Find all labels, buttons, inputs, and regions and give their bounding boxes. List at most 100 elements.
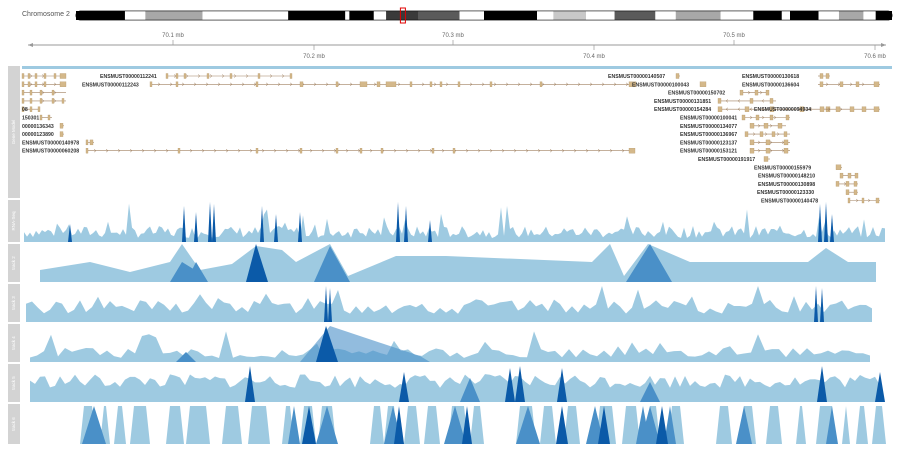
transcript-label[interactable]: ENSMUST00000094934 [754,107,811,113]
exon[interactable] [289,73,293,79]
exon[interactable] [799,106,805,112]
exon[interactable] [853,189,858,195]
exon[interactable] [39,98,43,104]
exon[interactable] [89,139,94,146]
exon[interactable] [628,148,636,154]
exon[interactable] [847,172,852,179]
exon[interactable] [849,106,855,112]
exon[interactable] [628,81,637,87]
exon[interactable] [755,114,760,121]
exon[interactable] [29,98,33,104]
transcript-label[interactable]: 00000136343 [22,124,54,130]
transcript-label[interactable]: ENSMUST00000112241 [100,74,157,80]
exon[interactable] [873,81,880,87]
exon[interactable] [835,164,842,170]
exon[interactable] [385,81,397,87]
exon[interactable] [43,81,47,87]
exon[interactable] [744,131,749,137]
exon[interactable] [717,98,722,104]
exon[interactable] [771,131,776,137]
exon[interactable] [175,81,179,87]
exon[interactable] [835,181,840,187]
transcript-label[interactable]: 150301 [22,116,39,122]
exon[interactable] [59,73,67,79]
exon[interactable] [783,139,789,146]
exon[interactable] [845,189,850,195]
track-label-bar[interactable] [8,244,20,282]
exon[interactable] [257,73,261,79]
exon[interactable] [854,172,859,179]
exon[interactable] [59,131,64,137]
exon[interactable] [739,89,744,96]
track-label-bar[interactable] [8,364,20,402]
exon[interactable] [51,98,55,104]
exon[interactable] [29,106,33,112]
exon[interactable] [165,73,169,79]
exon[interactable] [744,106,750,112]
transcript-label[interactable]: ENSMUST00000130898 [758,182,815,188]
transcript-label[interactable]: ENSMUST00000123330 [757,190,814,196]
exon[interactable] [855,81,860,87]
exon[interactable] [39,114,43,121]
exon[interactable] [183,73,187,79]
exon[interactable] [749,148,755,154]
transcript-label[interactable]: ENSMUST00000130618 [742,74,799,80]
track-label-bar[interactable] [8,200,20,242]
exon[interactable] [835,106,841,112]
transcript-label[interactable]: ENSMUST00000153121 [680,149,737,155]
region-highlight[interactable] [399,7,406,24]
exon[interactable] [47,114,51,121]
transcript-label[interactable]: ENSMUST00000155979 [754,165,811,171]
exon[interactable] [409,81,413,87]
exon[interactable] [845,181,850,187]
exon[interactable] [21,98,25,104]
exon[interactable] [61,98,65,104]
exon[interactable] [457,81,461,87]
exon[interactable] [177,148,181,154]
exon[interactable] [765,148,771,154]
exon[interactable] [763,156,769,162]
track-label-bar[interactable] [8,284,20,322]
transcript-label[interactable]: ENSMUST00000140478 [761,199,818,205]
exon[interactable] [34,81,38,87]
transcript-label[interactable]: ENSMUST00000191917 [698,157,755,163]
exon[interactable] [777,123,783,129]
track-label-bar[interactable] [8,404,20,444]
exon[interactable] [819,81,824,87]
exon[interactable] [429,81,433,87]
exon[interactable] [51,89,55,96]
exon[interactable] [335,148,339,154]
exon[interactable] [783,131,788,137]
exon[interactable] [380,148,384,154]
exon[interactable] [765,89,770,96]
exon[interactable] [335,81,339,87]
exon[interactable] [539,81,543,87]
exon[interactable] [717,106,723,112]
transcript-label[interactable]: ENSMUST00000154284 [654,107,711,113]
transcript-label[interactable]: ENSMUST00000060208 [22,149,79,155]
exon[interactable] [59,123,64,129]
exon[interactable] [749,139,755,146]
exon[interactable] [39,89,43,96]
exon[interactable] [769,98,774,104]
transcript-label[interactable]: ENSMUST00000131851 [654,99,711,105]
exon[interactable] [29,89,33,96]
transcript-label[interactable]: ENSMUST00000100041 [680,116,737,122]
transcript-label[interactable]: ENSMUST00000150702 [668,91,725,97]
exon[interactable] [819,106,825,112]
exon[interactable] [376,81,381,87]
exon[interactable] [439,81,443,87]
exon[interactable] [675,73,680,79]
exon[interactable] [489,81,493,87]
exon[interactable] [853,181,858,187]
exon[interactable] [53,73,57,79]
exon[interactable] [769,114,774,121]
transcript-label[interactable]: ENSMUST00000123137 [680,140,737,146]
exon[interactable] [43,73,47,79]
exon[interactable] [37,106,41,112]
track-label-bar[interactable] [8,66,20,198]
exon[interactable] [839,172,844,179]
transcript-label[interactable]: 08 [22,107,28,113]
transcript-label[interactable]: ENSMUST00000134077 [680,124,737,130]
exon[interactable] [759,131,764,137]
